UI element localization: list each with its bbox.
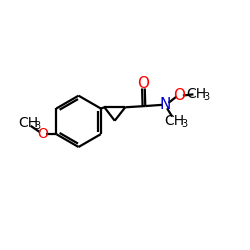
Text: CH: CH <box>18 116 38 130</box>
Text: O: O <box>174 88 186 103</box>
Text: 3: 3 <box>181 120 187 130</box>
Text: CH: CH <box>186 86 206 101</box>
Text: 3: 3 <box>203 92 209 102</box>
Text: 3: 3 <box>34 121 40 131</box>
Text: O: O <box>138 76 149 90</box>
Text: O: O <box>38 127 48 141</box>
Text: CH: CH <box>164 114 184 128</box>
Text: N: N <box>160 97 171 112</box>
